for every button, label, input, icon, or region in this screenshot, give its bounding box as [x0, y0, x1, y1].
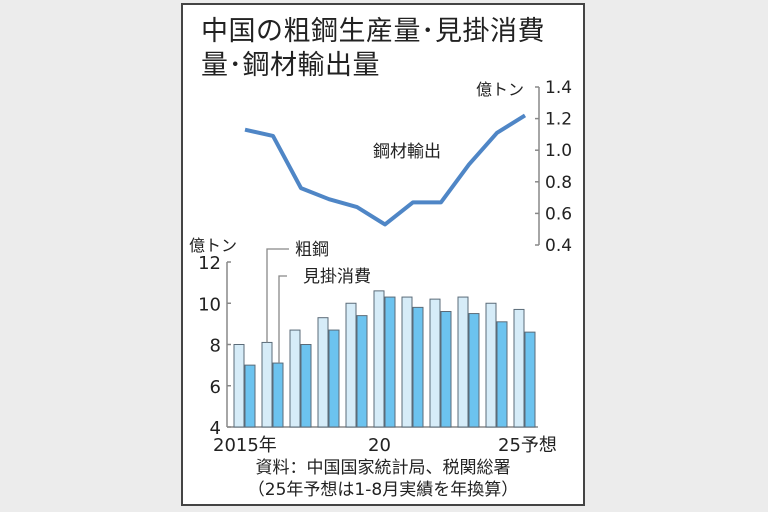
bar-consumption	[328, 329, 340, 428]
bar-consumption	[412, 306, 424, 428]
legend-consumption: 見掛消費	[303, 267, 371, 287]
bar-axis-unit: 億トン	[189, 236, 237, 255]
bar-axis-tick: 4	[210, 418, 221, 439]
bar-crude	[345, 302, 357, 428]
bar-crude	[401, 296, 413, 428]
bar-crude	[429, 298, 441, 428]
bar-axis-tick: 10	[198, 294, 221, 315]
bar-crude	[373, 290, 385, 428]
bar-series	[233, 290, 536, 428]
chart-title: 中国の粗鋼生産量･見掛消費 量･鋼材輸出量	[201, 15, 545, 83]
bar-crude	[317, 317, 329, 428]
bar-consumption	[468, 313, 480, 428]
legend-crude: 粗鋼	[295, 240, 329, 260]
bar-crude	[261, 341, 273, 428]
title-line-2: 量･鋼材輸出量	[201, 50, 380, 81]
x-label-end: 25予想	[498, 435, 557, 456]
line-y-axis: 1.4 1.2 1.0 0.8 0.6 0.4	[535, 78, 572, 256]
bar-consumption	[524, 331, 536, 428]
line-axis-tick: 1.0	[545, 141, 572, 161]
line-axis-tick: 1.4	[545, 78, 572, 98]
bar-crude	[289, 329, 301, 428]
bar-crude	[233, 344, 245, 428]
legend-leaders	[266, 248, 289, 364]
bar-consumption	[440, 311, 452, 428]
bar-crude	[457, 296, 469, 428]
bar-consumption	[496, 321, 508, 428]
x-label-start: 2015年	[213, 435, 277, 456]
bar-axis-tick: 6	[210, 377, 221, 398]
source-line-2: （25年予想は1-8月実績を年換算）	[247, 480, 519, 500]
bar-crude	[485, 302, 497, 428]
x-label-mid: 20	[368, 435, 391, 456]
line-axis-tick: 0.8	[545, 173, 572, 193]
bar-consumption	[244, 364, 256, 428]
bar-consumption	[300, 344, 312, 428]
chart-panel: 中国の粗鋼生産量･見掛消費 量･鋼材輸出量 1.4 1.2 1.0 0.8 0.6 0.4…	[181, 3, 585, 506]
bar-consumption	[356, 315, 368, 428]
source-line-1: 資料：中国国家統計局、税関総署	[255, 458, 511, 478]
bar-axis-tick: 8	[210, 336, 221, 357]
bar-consumption	[272, 362, 284, 428]
export-line-series	[244, 113, 527, 227]
line-axis-tick: 1.2	[545, 110, 572, 130]
bar-crude	[513, 308, 525, 428]
line-axis-tick: 0.6	[545, 204, 572, 224]
bar-consumption	[384, 296, 396, 428]
bar-axis-tick: 12	[198, 253, 221, 274]
line-axis-tick: 0.4	[545, 236, 572, 256]
title-line-1: 中国の粗鋼生産量･見掛消費	[201, 16, 545, 47]
export-line-label: 鋼材輸出	[373, 142, 441, 162]
line-axis-unit: 億トン	[476, 80, 524, 99]
